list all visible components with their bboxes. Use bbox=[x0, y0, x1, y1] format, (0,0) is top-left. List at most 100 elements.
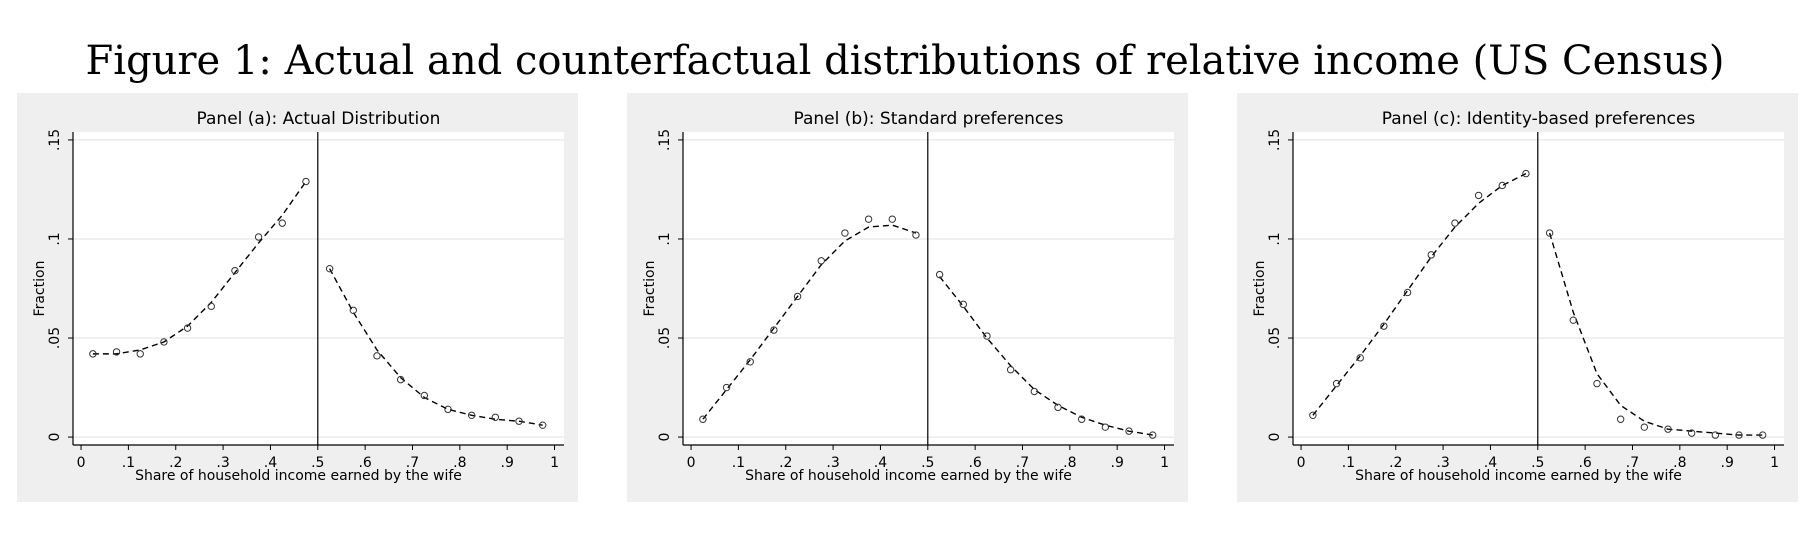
plot-area bbox=[73, 132, 564, 445]
data-point bbox=[160, 338, 168, 346]
data-point bbox=[1498, 181, 1506, 190]
x-tick-label: 1 bbox=[1160, 455, 1169, 471]
panel-title: Panel (a): Actual Distribution bbox=[197, 109, 441, 129]
x-tick-label: .2 bbox=[779, 455, 792, 471]
x-tick-label: 0 bbox=[687, 455, 696, 471]
data-point bbox=[1427, 251, 1435, 259]
data-point bbox=[1522, 169, 1530, 178]
y-axis-label: Fraction bbox=[642, 261, 658, 317]
fit-line bbox=[1548, 232, 1763, 436]
y-tick-label: .05 bbox=[657, 327, 673, 349]
x-tick-label: .9 bbox=[1721, 455, 1734, 471]
y-axis-label: Fraction bbox=[1252, 261, 1268, 317]
data-point bbox=[1474, 191, 1483, 200]
data-point bbox=[89, 350, 97, 358]
y-axis-label: Fraction bbox=[32, 261, 48, 317]
panel: Panel (b): Standard preferences 0 .05 .1 .15… bbox=[627, 93, 1188, 502]
x-tick-label: .4 bbox=[264, 455, 277, 471]
x-tick-label: .2 bbox=[169, 455, 182, 471]
x-tick-label: 1 bbox=[550, 455, 559, 471]
fit-line bbox=[702, 224, 917, 420]
x-tick-label: .4 bbox=[1484, 455, 1497, 471]
x-axis-label: Share of household income earned by the … bbox=[1355, 468, 1682, 484]
data-point bbox=[817, 257, 825, 265]
data-point bbox=[302, 177, 310, 186]
panel-title: Panel (c): Identity-based preferences bbox=[1382, 109, 1696, 129]
data-point bbox=[1356, 354, 1364, 362]
y-tick-label: .15 bbox=[657, 129, 673, 151]
x-tick-label: .9 bbox=[1111, 455, 1124, 471]
data-point bbox=[1640, 423, 1649, 431]
data-point bbox=[183, 324, 192, 332]
data-point bbox=[1332, 379, 1341, 388]
x-tick-label: .8 bbox=[453, 455, 466, 471]
data-point bbox=[1687, 429, 1696, 437]
data-point bbox=[793, 292, 802, 301]
data-point bbox=[1593, 379, 1601, 388]
x-tick-label: .6 bbox=[358, 455, 371, 471]
x-tick-label: .6 bbox=[1578, 455, 1591, 471]
data-point bbox=[1077, 415, 1086, 423]
data-point bbox=[373, 352, 381, 360]
data-point bbox=[112, 348, 121, 356]
data-point bbox=[515, 417, 523, 425]
x-axis-label: Share of household income earned by the … bbox=[745, 468, 1072, 484]
data-point bbox=[254, 233, 263, 241]
figure-title: Figure 1: Actual and counterfactual dist… bbox=[86, 38, 1725, 84]
x-tick-label: .3 bbox=[1436, 455, 1449, 471]
y-tick-label: .15 bbox=[47, 129, 63, 151]
x-tick-label: .7 bbox=[1016, 455, 1029, 471]
data-point bbox=[396, 375, 405, 384]
data-point bbox=[207, 302, 215, 311]
data-point bbox=[864, 215, 873, 223]
data-point bbox=[1125, 427, 1133, 435]
x-tick-label: 1 bbox=[1770, 455, 1779, 471]
data-point bbox=[444, 405, 452, 414]
data-point bbox=[278, 219, 286, 227]
x-tick-label: .2 bbox=[1389, 455, 1402, 471]
data-point bbox=[1616, 415, 1625, 423]
data-point bbox=[1101, 423, 1110, 431]
data-point bbox=[959, 300, 968, 309]
y-tick-label: .1 bbox=[47, 232, 63, 245]
data-point bbox=[491, 413, 500, 421]
data-point bbox=[1711, 431, 1720, 439]
data-point bbox=[770, 326, 778, 334]
x-axis-label: Share of household income earned by the … bbox=[135, 468, 462, 484]
fit-line bbox=[92, 181, 307, 355]
plot-area bbox=[1293, 132, 1784, 445]
x-tick-label: .3 bbox=[216, 455, 229, 471]
y-tick-label: 0 bbox=[1267, 433, 1283, 442]
y-tick-label: .05 bbox=[47, 327, 63, 349]
x-tick-label: .3 bbox=[826, 455, 839, 471]
data-point bbox=[1758, 431, 1767, 439]
data-point bbox=[935, 270, 944, 279]
panel: Panel (a): Actual Distribution 0 .05 .1 .15 0… bbox=[17, 93, 578, 502]
data-point bbox=[325, 264, 334, 273]
y-tick-label: 0 bbox=[657, 433, 673, 442]
x-tick-label: 0 bbox=[1297, 455, 1306, 471]
x-tick-label: .7 bbox=[1626, 455, 1639, 471]
y-tick-label: .1 bbox=[657, 232, 673, 245]
x-tick-label: .5 bbox=[921, 455, 934, 471]
data-point bbox=[746, 358, 754, 366]
y-tick-label: .1 bbox=[1267, 232, 1283, 245]
x-tick-label: 0 bbox=[77, 455, 86, 471]
x-tick-label: .8 bbox=[1063, 455, 1076, 471]
data-point bbox=[1054, 403, 1062, 412]
data-point bbox=[1148, 431, 1157, 439]
x-tick-label: .8 bbox=[1673, 455, 1686, 471]
x-tick-label: .9 bbox=[501, 455, 514, 471]
fit-line bbox=[329, 268, 543, 426]
panel-title: Panel (b): Standard preferences bbox=[793, 109, 1063, 129]
plot-area bbox=[683, 132, 1174, 445]
data-point bbox=[983, 332, 991, 340]
data-point bbox=[349, 306, 358, 314]
data-point bbox=[722, 383, 731, 392]
data-point bbox=[231, 266, 239, 275]
panel: Panel (c): Identity-based preferences 0 .0… bbox=[1237, 93, 1798, 502]
y-tick-label: .15 bbox=[1267, 129, 1283, 151]
y-tick-label: 0 bbox=[47, 433, 63, 442]
data-point bbox=[1006, 366, 1015, 374]
